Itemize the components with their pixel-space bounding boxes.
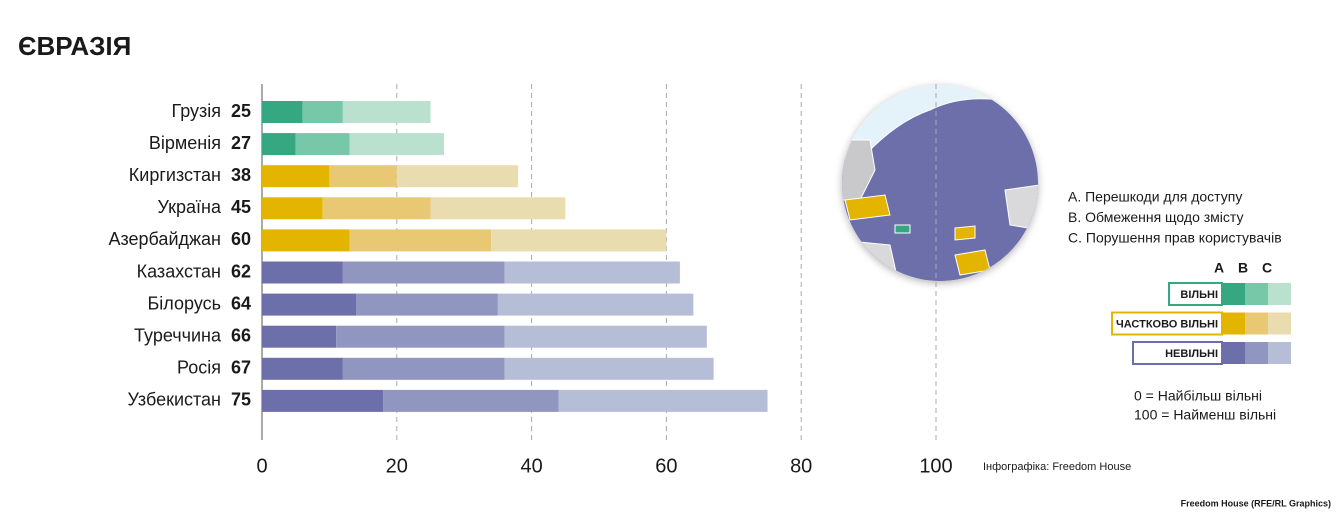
category-label: Вірменія: [149, 133, 221, 153]
bar-segment: [383, 389, 559, 412]
bar-segment: [302, 101, 343, 123]
total-label: 66: [231, 325, 251, 345]
legend-header: B: [1238, 260, 1248, 276]
bar-segment: [504, 325, 707, 348]
bar-segment: [491, 229, 667, 252]
x-tick-label: 40: [520, 455, 542, 477]
note: 100 = Найменш вільні: [1134, 407, 1276, 423]
bar-segment: [262, 165, 330, 188]
bar-segment: [329, 165, 397, 188]
total-label: 75: [231, 390, 251, 410]
legend-status: НЕВІЛЬНІ: [1165, 348, 1218, 360]
total-label: 45: [231, 197, 251, 217]
bar-segment: [349, 229, 492, 252]
legend-swatch: [1222, 312, 1245, 335]
total-label: 25: [231, 101, 251, 121]
legend-header: A: [1214, 260, 1224, 276]
category-label: Киргизстан: [129, 165, 221, 185]
bar-segment: [336, 325, 505, 348]
category-label: Туреччина: [134, 325, 222, 345]
bar-segment: [558, 389, 768, 412]
bar-segment: [356, 293, 498, 316]
bar-segment: [262, 229, 350, 252]
chart-title: ЄВРАЗІЯ: [18, 31, 131, 61]
legend-swatch: [1268, 283, 1291, 305]
bar-segment: [342, 101, 431, 123]
bar-segment: [430, 197, 566, 220]
legend-header: C: [1262, 260, 1272, 276]
legend-entry: B. Обмеження щодо змісту: [1068, 209, 1243, 225]
bar-segment: [262, 293, 357, 316]
category-label: Грузія: [171, 101, 221, 121]
credit: Інфографіка: Freedom House: [983, 461, 1131, 473]
category-label: Узбекистан: [127, 390, 221, 410]
category-label: Білорусь: [147, 293, 221, 313]
total-label: 38: [231, 165, 251, 185]
category-label: Росія: [177, 358, 221, 378]
category-label: Азербайджан: [108, 229, 221, 249]
source: Freedom House (RFE/RL Graphics): [1181, 498, 1331, 508]
note: 0 = Найбільш вільні: [1134, 388, 1262, 404]
legend-swatch: [1268, 312, 1291, 335]
legend-status: ВІЛЬНІ: [1180, 289, 1218, 301]
x-tick-label: 100: [919, 455, 952, 477]
bar-segment: [262, 389, 384, 412]
legend-entry: A. Перешкоди для доступу: [1068, 189, 1242, 205]
x-tick-label: 20: [386, 455, 408, 477]
legend-swatch: [1222, 342, 1245, 364]
bar-segment: [262, 261, 343, 284]
x-tick-label: 60: [655, 455, 677, 477]
total-label: 67: [231, 358, 251, 378]
bar-segment: [396, 165, 519, 188]
category-label: Україна: [158, 197, 222, 217]
total-label: 64: [231, 293, 251, 313]
legend-swatch: [1245, 342, 1268, 364]
bar-segment: [322, 197, 431, 220]
bar-segment: [262, 197, 323, 220]
bar-segment: [262, 325, 337, 348]
legend-entry: C. Порушення прав користувачів: [1068, 230, 1282, 246]
bar-segment: [262, 357, 343, 380]
bar-segment: [349, 133, 444, 156]
bar-segment: [295, 133, 350, 156]
legend-swatch: [1245, 283, 1268, 305]
total-label: 62: [231, 261, 251, 281]
x-tick-label: 0: [256, 455, 267, 477]
bar-segment: [262, 133, 296, 156]
map: [842, 85, 1038, 281]
legend-swatch: [1245, 312, 1268, 335]
legend-swatch: [1268, 342, 1291, 364]
bar-segment: [504, 357, 714, 380]
bar-segment: [342, 261, 505, 284]
bar-segment: [497, 293, 694, 316]
legend-swatch: [1222, 283, 1245, 305]
bar-segment: [262, 101, 303, 123]
category-label: Казахстан: [137, 261, 221, 281]
x-tick-label: 80: [790, 455, 812, 477]
total-label: 27: [231, 133, 251, 153]
bar-segment: [504, 261, 680, 284]
total-label: 60: [231, 229, 251, 249]
bar-segment: [342, 357, 505, 380]
legend-status: ЧАСТКОВО ВІЛЬНІ: [1116, 318, 1218, 330]
